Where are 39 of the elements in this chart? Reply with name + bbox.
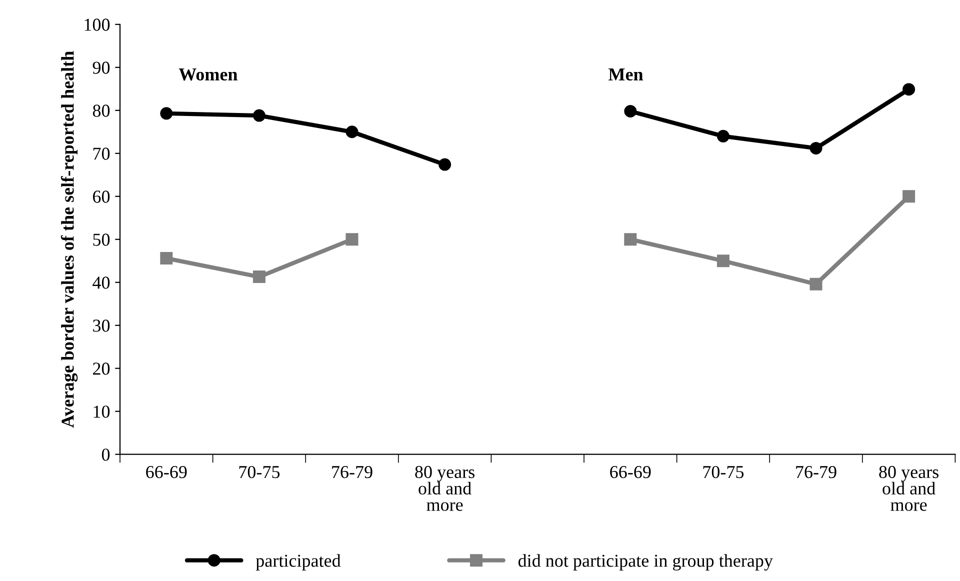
y-tick-label: 80 (92, 104, 110, 117)
annotation: Women (178, 68, 238, 81)
point (252, 270, 266, 284)
y-tick-label: 90 (92, 62, 110, 74)
point (902, 83, 916, 96)
legend-label: did not participate in group therapy (518, 554, 773, 571)
y-tick-label: 60 (93, 190, 110, 203)
y-tick-label: 70 (93, 148, 110, 160)
x-tick-label: 80 years old and more (415, 466, 474, 511)
x-tick-label: 70-75 (703, 466, 744, 478)
point (346, 126, 358, 138)
annotation: Men (608, 68, 644, 81)
y-tick-label: 100 (84, 18, 110, 31)
point (624, 233, 637, 246)
point (716, 130, 730, 142)
y-tick-label: 20 (93, 362, 110, 375)
x-tick-label: 70-75 (239, 466, 280, 478)
point (346, 233, 358, 246)
y-tick-label: 30 (93, 320, 110, 332)
x-tick-label: 66-69 (146, 466, 187, 478)
point (716, 254, 730, 268)
y-tick-label: 40 (92, 276, 110, 289)
point (624, 105, 637, 118)
point (902, 190, 916, 203)
point (252, 109, 266, 122)
x-tick-label: 66-69 (610, 466, 651, 478)
point (810, 278, 822, 290)
point (438, 158, 452, 171)
point (160, 107, 173, 120)
legend-label: participated (256, 554, 341, 571)
x-tick-label: 76-79 (796, 466, 836, 478)
y-axis-title: Average border values of the self-reported health (60, 51, 78, 428)
y-tick-label: 50 (93, 234, 110, 246)
y-tick-label: 10 (94, 406, 110, 418)
x-tick-label: 80 years old and more (879, 466, 938, 511)
point (160, 252, 173, 265)
point (810, 142, 822, 154)
x-tick-label: 76-79 (332, 466, 372, 478)
y-tick-label: 0 (102, 448, 110, 461)
